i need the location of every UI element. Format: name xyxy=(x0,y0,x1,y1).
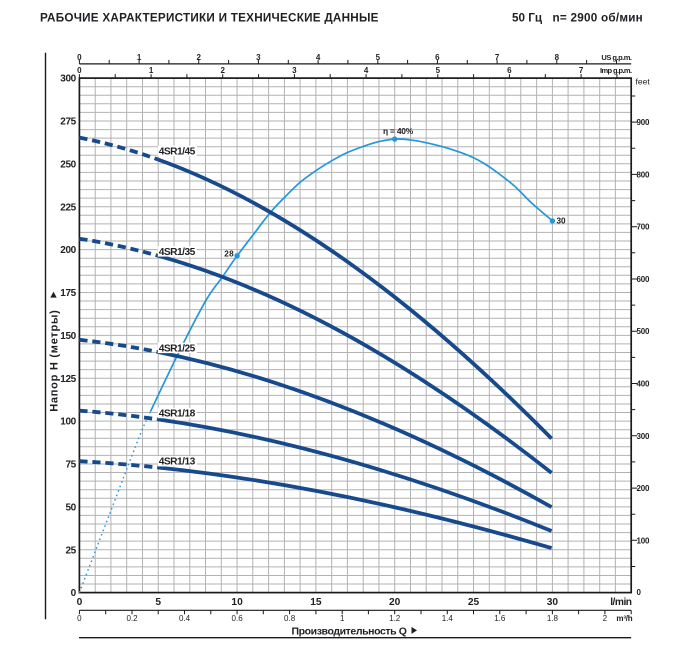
svg-text:600: 600 xyxy=(637,275,650,284)
svg-text:200: 200 xyxy=(637,484,650,493)
svg-text:1: 1 xyxy=(137,53,142,62)
svg-text:275: 275 xyxy=(60,117,76,128)
svg-text:Напор H (метры): Напор H (метры) xyxy=(49,309,61,411)
svg-text:4SR1/45: 4SR1/45 xyxy=(159,146,196,157)
svg-text:125: 125 xyxy=(60,374,76,385)
svg-text:4SR1/18: 4SR1/18 xyxy=(159,408,196,419)
svg-text:Производительность Q: Производительность Q xyxy=(291,626,406,638)
svg-text:75: 75 xyxy=(65,460,76,471)
svg-text:4SR1/25: 4SR1/25 xyxy=(159,343,196,354)
svg-text:225: 225 xyxy=(60,202,76,213)
svg-text:300: 300 xyxy=(637,432,650,441)
svg-text:20: 20 xyxy=(389,597,401,608)
svg-text:250: 250 xyxy=(60,160,76,171)
svg-text:3: 3 xyxy=(256,53,261,62)
svg-text:1.2: 1.2 xyxy=(389,614,401,623)
svg-text:2: 2 xyxy=(196,53,201,62)
svg-text:1: 1 xyxy=(149,66,154,75)
svg-text:200: 200 xyxy=(60,245,76,256)
svg-text:4SR1/13: 4SR1/13 xyxy=(159,457,196,468)
svg-text:0: 0 xyxy=(77,614,82,623)
svg-text:4SR1/35: 4SR1/35 xyxy=(159,247,196,258)
svg-text:7: 7 xyxy=(495,53,500,62)
svg-text:25: 25 xyxy=(468,597,480,608)
svg-text:50 Гц: 50 Гц xyxy=(512,12,543,25)
svg-text:m³/h: m³/h xyxy=(616,614,632,623)
svg-text:0.8: 0.8 xyxy=(284,614,296,623)
svg-text:6: 6 xyxy=(507,66,512,75)
svg-text:150: 150 xyxy=(60,331,76,342)
svg-text:400: 400 xyxy=(637,380,650,389)
svg-text:2: 2 xyxy=(603,614,608,623)
svg-text:0.2: 0.2 xyxy=(126,614,138,623)
svg-text:5: 5 xyxy=(376,53,381,62)
svg-text:700: 700 xyxy=(637,223,650,232)
svg-text:800: 800 xyxy=(637,170,650,179)
svg-text:1.8: 1.8 xyxy=(547,614,559,623)
svg-text:300: 300 xyxy=(60,74,76,85)
svg-text:l/min: l/min xyxy=(610,597,632,608)
svg-text:50: 50 xyxy=(65,503,76,514)
svg-text:30: 30 xyxy=(557,217,567,226)
svg-text:0: 0 xyxy=(77,597,83,608)
svg-text:4: 4 xyxy=(316,53,321,62)
svg-text:η = 40%: η = 40% xyxy=(383,126,414,136)
svg-text:1.4: 1.4 xyxy=(442,614,454,623)
svg-text:0.4: 0.4 xyxy=(179,614,191,623)
svg-text:n= 2900 об/мин: n= 2900 об/мин xyxy=(553,12,643,25)
svg-text:5: 5 xyxy=(155,597,161,608)
svg-text:100: 100 xyxy=(60,417,76,428)
svg-text:30: 30 xyxy=(547,597,559,608)
svg-text:1.6: 1.6 xyxy=(494,614,506,623)
svg-text:0: 0 xyxy=(77,66,82,75)
svg-text:10: 10 xyxy=(231,597,243,608)
svg-text:8: 8 xyxy=(555,53,560,62)
svg-text:900: 900 xyxy=(637,118,650,127)
svg-text:feet: feet xyxy=(636,77,651,87)
svg-text:4: 4 xyxy=(364,66,369,75)
svg-text:6: 6 xyxy=(435,53,440,62)
svg-text:5: 5 xyxy=(436,66,441,75)
svg-text:0.6: 0.6 xyxy=(232,614,244,623)
svg-text:1: 1 xyxy=(340,614,345,623)
svg-text:0: 0 xyxy=(637,588,642,597)
svg-text:2: 2 xyxy=(220,66,225,75)
svg-text:7: 7 xyxy=(579,66,584,75)
svg-text:US g.p.m.: US g.p.m. xyxy=(601,53,632,62)
svg-text:25: 25 xyxy=(65,545,76,556)
svg-text:100: 100 xyxy=(637,536,650,545)
svg-text:0: 0 xyxy=(77,53,82,62)
svg-text:500: 500 xyxy=(637,327,650,336)
svg-text:РАБОЧИЕ ХАРАКТЕРИСТИКИ И ТЕХНИ: РАБОЧИЕ ХАРАКТЕРИСТИКИ И ТЕХНИЧЕСКИЕ ДАН… xyxy=(40,12,379,25)
svg-text:3: 3 xyxy=(292,66,297,75)
svg-text:15: 15 xyxy=(310,597,322,608)
svg-text:175: 175 xyxy=(60,288,76,299)
svg-text:Imp g.p.m.: Imp g.p.m. xyxy=(600,66,632,75)
svg-text:0: 0 xyxy=(71,588,77,599)
svg-text:28: 28 xyxy=(224,250,234,259)
